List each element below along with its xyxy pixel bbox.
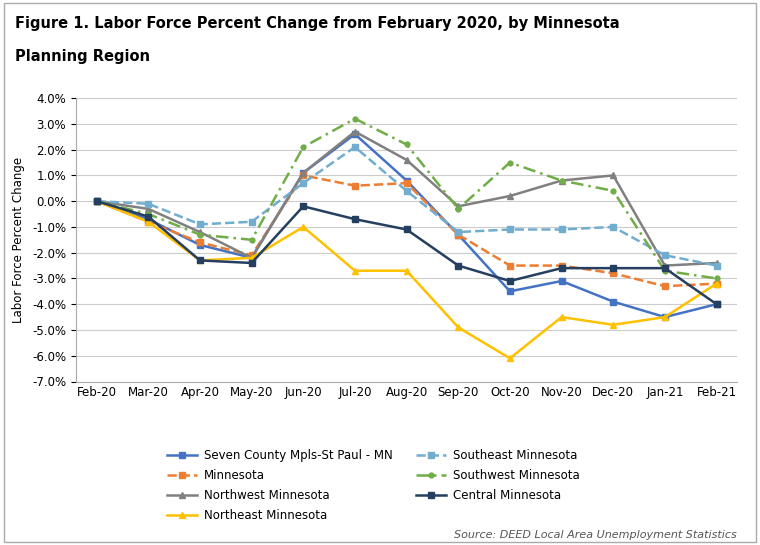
Text: Figure 1. Labor Force Percent Change from February 2020, by Minnesota: Figure 1. Labor Force Percent Change fro… — [15, 16, 620, 32]
Legend: Seven County Mpls-St Paul - MN, Minnesota, Northwest Minnesota, Northeast Minnes: Seven County Mpls-St Paul - MN, Minnesot… — [163, 444, 584, 527]
Y-axis label: Labor Force Percent Change: Labor Force Percent Change — [12, 157, 25, 323]
Text: Source: DEED Local Area Unemployment Statistics: Source: DEED Local Area Unemployment Sta… — [454, 530, 737, 540]
Text: Planning Region: Planning Region — [15, 49, 150, 64]
